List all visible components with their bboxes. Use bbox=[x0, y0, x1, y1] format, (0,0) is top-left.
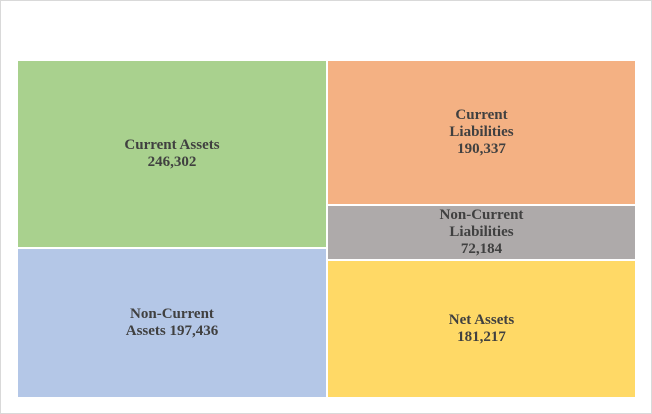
treemap-cell-label: Net Assets 181,217 bbox=[448, 312, 515, 345]
treemap-cell-label: Current Assets 246,302 bbox=[124, 137, 220, 170]
treemap-chart: Current Assets 246,302 Non-Current Assets… bbox=[17, 60, 636, 398]
treemap-cell-label: Non-Current Assets 197,436 bbox=[125, 306, 219, 339]
treemap-cell-non-current-assets: Non-Current Assets 197,436 bbox=[17, 248, 327, 398]
treemap-cell-non-current-liabilities: Non-Current Liabilities 72,184 bbox=[327, 205, 636, 260]
treemap-cell-current-liabilities: Current Liabilities 190,337 bbox=[327, 60, 636, 205]
treemap-cell-current-assets: Current Assets 246,302 bbox=[17, 60, 327, 248]
treemap-cell-label: Non-Current Liabilities 72,184 bbox=[439, 207, 524, 257]
treemap-cell-net-assets: Net Assets 181,217 bbox=[327, 260, 636, 398]
treemap-cell-label: Current Liabilities 190,337 bbox=[449, 107, 514, 157]
